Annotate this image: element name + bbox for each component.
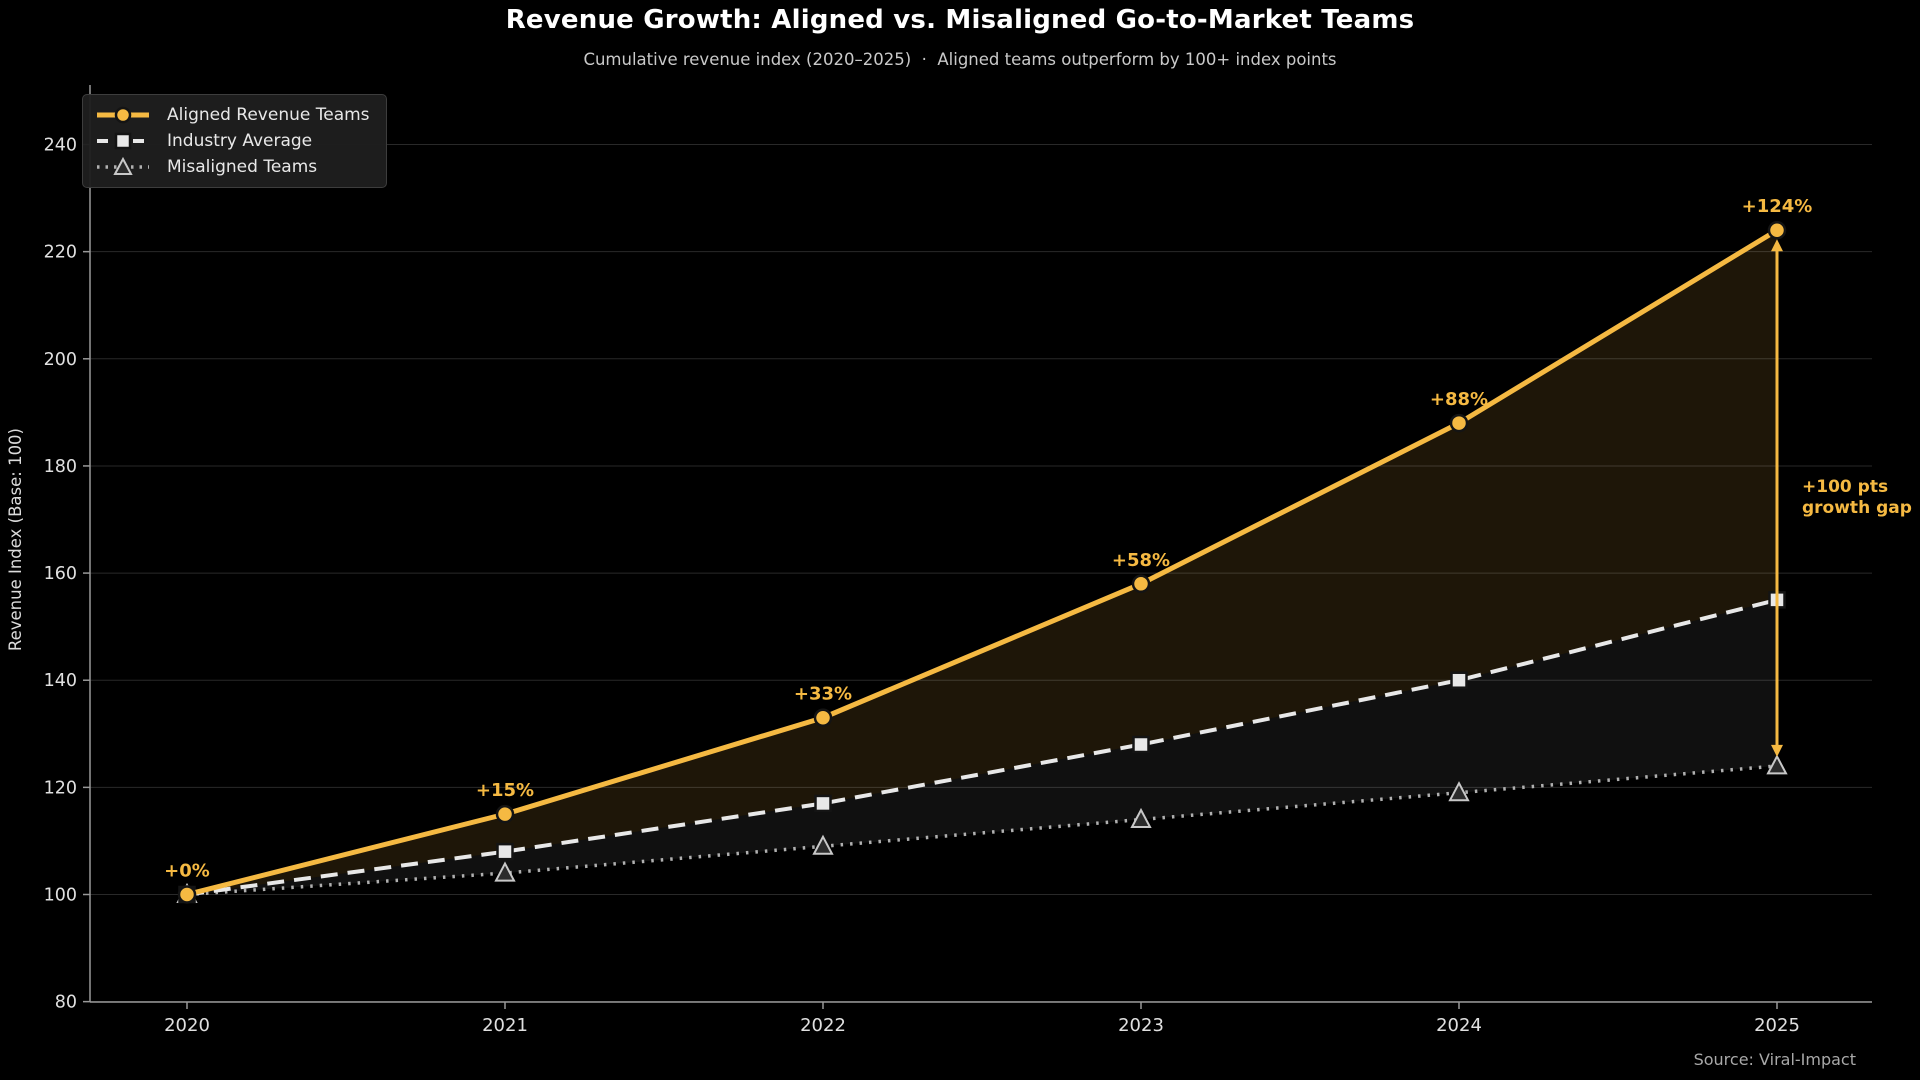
growth-percent-label: +33% (794, 684, 852, 705)
gap-arrow-up-head-icon (1771, 239, 1783, 252)
x-tick-label: 2023 (1118, 1015, 1164, 1036)
growth-percent-label: +58% (1112, 550, 1170, 571)
point-labels: +0% +15% +33% +58% +88% +124% (164, 196, 1812, 881)
aligned-point-marker (1449, 413, 1469, 433)
legend-item-misaligned: Misaligned Teams (95, 154, 370, 180)
aligned-point-marker (1131, 574, 1151, 594)
misaligned-point-marker (1130, 807, 1152, 829)
growth-percent-label: +15% (476, 780, 534, 801)
source-credit: Source: Viral-Impact (1693, 1050, 1856, 1069)
legend-item-industry: Industry Average (95, 128, 370, 154)
y-tick-label: 240 (44, 136, 77, 156)
misaligned-point-marker (494, 861, 516, 882)
chart-subtitle: Cumulative revenue index (2020–2025) · A… (583, 50, 1337, 69)
legend: Aligned Revenue Teams Industry Average M… (82, 94, 387, 188)
growth-percent-label: +88% (1430, 389, 1488, 410)
x-tick-label: 2021 (482, 1015, 528, 1036)
gap-arrow-down-head-icon (1771, 744, 1783, 757)
misaligned-series-line-icon (97, 157, 149, 175)
y-tick-label: 100 (44, 886, 77, 906)
growth-gap-arrow (1771, 239, 1783, 757)
growth-percent-label: +0% (164, 861, 210, 882)
series-line (186, 228, 1779, 897)
growth-gap-line1: +100 pts (1802, 477, 1889, 497)
y-tick-label: 180 (44, 457, 77, 477)
aligned-industry-gap-fill (187, 230, 1777, 895)
industry-point-marker (496, 842, 514, 861)
industry-series-line-icon (97, 132, 149, 150)
x-tick-label: 2024 (1436, 1015, 1482, 1036)
growth-percent-label: +124% (1742, 196, 1813, 217)
industry-point-marker (1450, 671, 1468, 689)
growth-gap-line2: growth gap (1802, 498, 1912, 518)
y-axis-label: Revenue Index (Base: 100) (6, 428, 25, 652)
growth-gap-annotation: +100 pts growth gap (1802, 477, 1912, 519)
axes: 80 100 120 140 160 180 200 220 240 2020 2021 2022 20… (44, 85, 1872, 1036)
aligned-point-marker (177, 885, 197, 904)
x-tick-label: 2022 (800, 1015, 846, 1036)
legend-item-aligned: Aligned Revenue Teams (95, 102, 370, 128)
y-tick-label: 140 (44, 671, 77, 691)
x-tick-label: 2025 (1754, 1015, 1800, 1036)
y-tick-label: 200 (44, 350, 77, 370)
industry-point-marker (1132, 735, 1150, 754)
series-circle (177, 220, 1787, 904)
misaligned-point-marker (812, 834, 834, 855)
x-tick-label: 2020 (164, 1015, 210, 1036)
misaligned-point-marker (1448, 781, 1470, 802)
series-area-fills (187, 230, 1777, 895)
aligned-point-marker (813, 708, 833, 727)
industry-point-marker (814, 794, 832, 813)
chart-title: Revenue Growth: Aligned vs. Misaligned G… (505, 5, 1415, 35)
industry-misaligned-gap-fill (187, 599, 1777, 895)
misaligned-point-marker (1766, 754, 1788, 775)
legend-label: Misaligned Teams (167, 157, 318, 177)
y-tick-label: 220 (44, 243, 77, 263)
y-tick-label: 80 (55, 993, 77, 1013)
legend-label: Industry Average (167, 131, 313, 151)
y-tick-label: 120 (44, 778, 77, 798)
aligned-point-marker (1767, 220, 1787, 240)
aligned-point-marker (495, 804, 515, 824)
y-tick-label: 160 (44, 564, 77, 584)
aligned-series-line-icon (97, 106, 149, 124)
legend-label: Aligned Revenue Teams (167, 105, 370, 125)
